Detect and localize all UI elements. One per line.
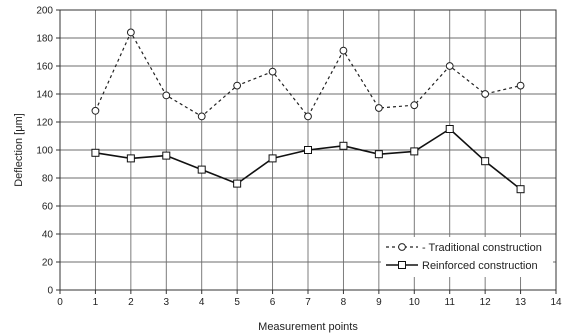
series-2-point: [304, 146, 312, 154]
y-tick-label: 140: [36, 90, 53, 101]
x-tick-label: 0: [57, 297, 63, 308]
x-tick-label: 10: [409, 297, 421, 308]
x-tick-label: 11: [445, 297, 456, 308]
legend-item-1: - Traditional construction: [386, 242, 542, 254]
x-tick-label: 6: [270, 297, 276, 308]
series-2-point: [481, 157, 490, 166]
series-1-point: [162, 91, 171, 100]
series-1-point: [268, 67, 277, 76]
y-tick-label: 100: [36, 146, 53, 157]
series-1-point: [481, 90, 490, 98]
x-tick-label: 12: [480, 297, 492, 308]
series-1-point: [516, 81, 525, 90]
series-1-point: [374, 104, 383, 112]
legend-item-2: Reinforced construction: [386, 260, 538, 272]
y-tick-label: 60: [42, 202, 54, 213]
legend-background: [381, 237, 553, 277]
x-tick-label: 14: [550, 297, 562, 308]
series-2-point: [410, 147, 419, 156]
series-group: [91, 28, 525, 194]
series-2-point: [374, 150, 383, 159]
series-1-point: [91, 106, 100, 115]
x-tick-label: 7: [305, 297, 311, 308]
y-axis-title: Deflection [μm]: [13, 113, 25, 187]
series-2-point: [516, 185, 525, 194]
x-tick-label: 2: [128, 297, 134, 308]
x-tick-label: 5: [234, 297, 240, 308]
axes: [56, 9, 557, 294]
y-tick-label: 0: [47, 286, 53, 297]
series-1-point: [197, 112, 206, 121]
x-tick-label: 9: [376, 297, 382, 308]
x-tick-label: 8: [341, 297, 347, 308]
series-2-point: [233, 179, 242, 188]
series-2-point: [162, 151, 171, 160]
legend-label: - Traditional construction: [422, 242, 542, 254]
y-tick-label: 40: [42, 230, 54, 241]
x-tick-label: 13: [515, 297, 527, 308]
legend-label: Reinforced construction: [422, 260, 538, 272]
series-1-point: [339, 46, 348, 55]
y-tick-label: 180: [36, 34, 53, 45]
x-tick-label: 4: [199, 297, 205, 308]
y-tick-label: 160: [36, 62, 53, 73]
series-1-point: [233, 81, 242, 90]
legend-marker: [398, 243, 406, 251]
legend: - Traditional construction Reinforced con…: [381, 237, 553, 277]
series-1-point: [126, 28, 135, 37]
y-tick-label: 200: [36, 6, 53, 17]
legend-marker: [398, 261, 406, 269]
x-axis-title: Measurement points: [258, 321, 358, 333]
y-tick-label: 20: [42, 258, 54, 269]
series-2-point: [445, 125, 454, 133]
series-1-point: [410, 101, 419, 110]
series-2-point: [197, 165, 206, 174]
tick-labels: 0 1 2 3 4 5 6 7 8 9 10 11 12 13 1402040608010012014016…: [36, 6, 562, 309]
x-tick-label: 3: [164, 297, 170, 308]
y-tick-label: 80: [42, 174, 54, 185]
series-2-point: [91, 148, 100, 157]
series-1-point: [445, 62, 454, 70]
y-tick-label: 120: [36, 118, 53, 129]
series-2-point: [339, 141, 348, 150]
series-1: [91, 28, 525, 121]
series-2-point: [126, 154, 135, 163]
series-2-point: [268, 154, 277, 163]
series-2: [91, 125, 525, 194]
x-tick-label: 1: [93, 297, 99, 308]
series-1-point: [304, 112, 312, 121]
